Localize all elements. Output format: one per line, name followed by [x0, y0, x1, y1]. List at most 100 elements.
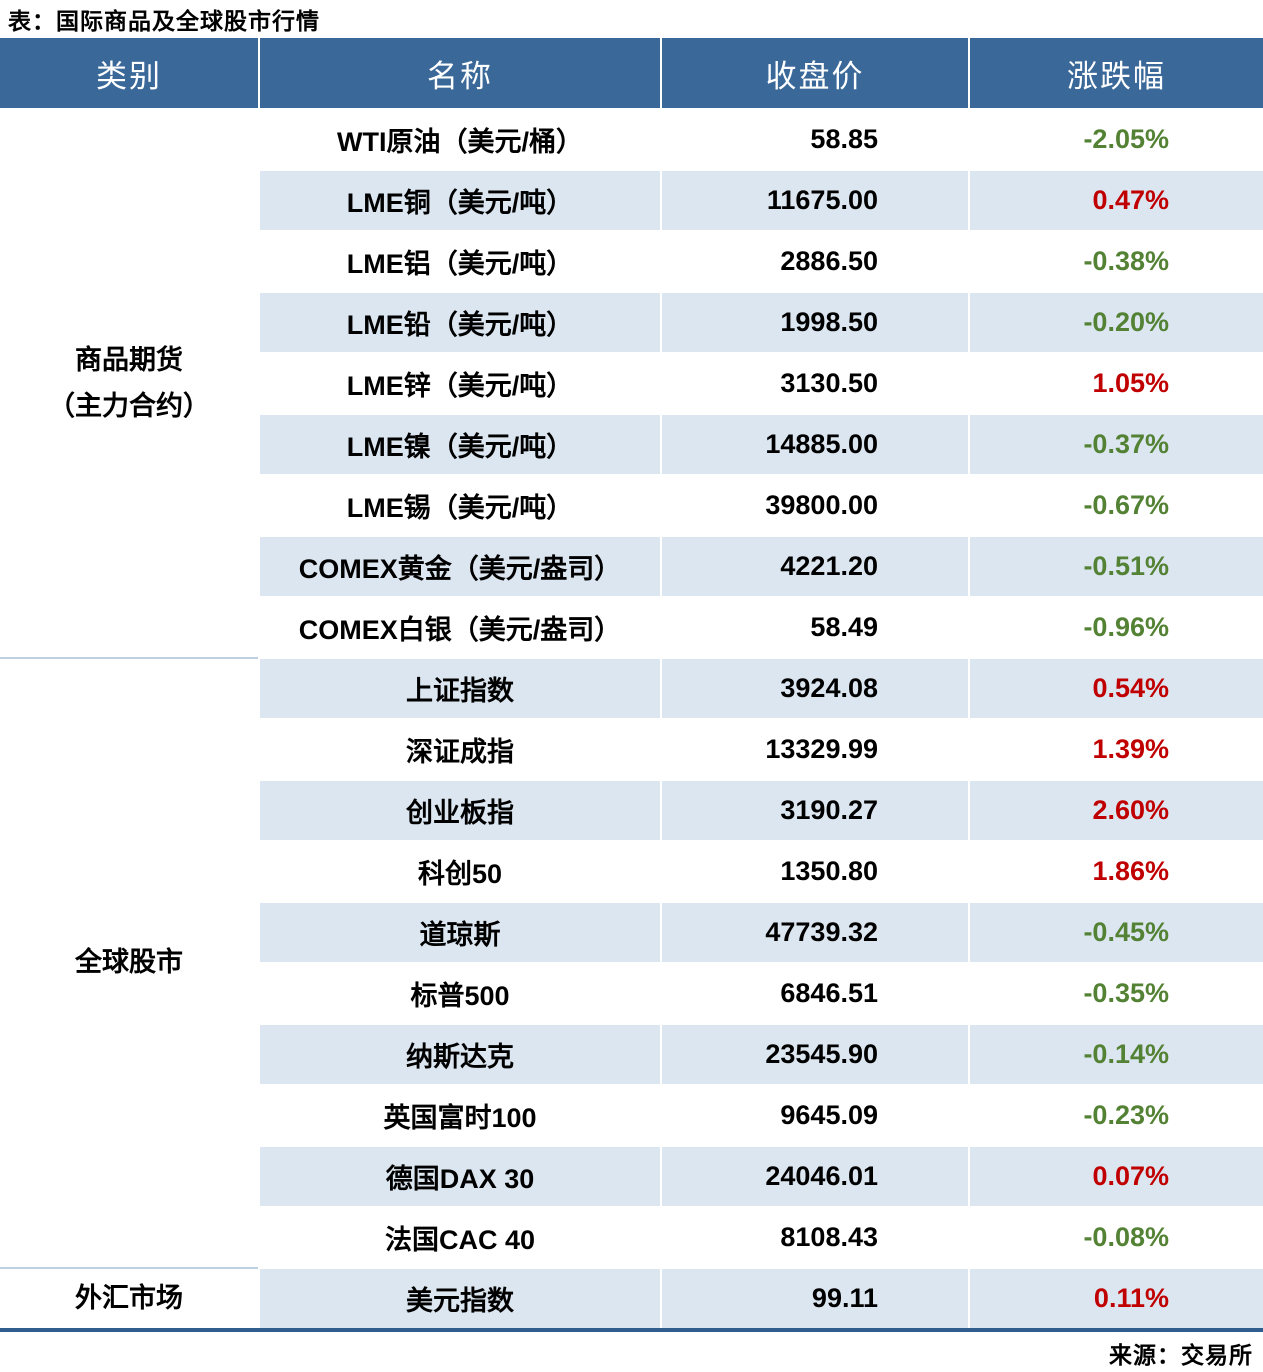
change-percent: 0.11%	[970, 1269, 1263, 1328]
close-price: 14885.00	[662, 415, 968, 474]
instrument-name: LME镍（美元/吨）	[260, 415, 660, 474]
table-row: COMEX黄金（美元/盎司） 4221.20 -0.51%	[260, 537, 1263, 596]
change-percent: -0.20%	[970, 293, 1263, 352]
close-price: 99.11	[662, 1269, 968, 1328]
instrument-name: 道琼斯	[260, 903, 660, 962]
close-price: 2886.50	[662, 232, 968, 291]
table-row: 上证指数 3924.08 0.54%	[260, 659, 1263, 718]
close-price: 11675.00	[662, 171, 968, 230]
change-percent: -2.05%	[970, 110, 1263, 169]
table-section: 外汇市场 美元指数 99.11 0.11%	[0, 1267, 1263, 1328]
change-percent: -0.37%	[970, 415, 1263, 474]
change-percent: -0.38%	[970, 232, 1263, 291]
instrument-name: 创业板指	[260, 781, 660, 840]
change-percent: -0.08%	[970, 1208, 1263, 1267]
close-price: 13329.99	[662, 720, 968, 779]
instrument-name: 法国CAC 40	[260, 1208, 660, 1267]
category-cell: 外汇市场	[0, 1267, 258, 1328]
change-percent: -0.51%	[970, 537, 1263, 596]
section-rows: 美元指数 99.11 0.11%	[260, 1269, 1263, 1328]
change-percent: -0.67%	[970, 476, 1263, 535]
instrument-name: 标普500	[260, 964, 660, 1023]
page-title: 表：国际商品及全球股市行情	[8, 8, 320, 34]
table-row: LME铅（美元/吨） 1998.50 -0.20%	[260, 293, 1263, 352]
table-header-row: 类别 名称 收盘价 涨跌幅	[0, 38, 1263, 108]
table-row: 法国CAC 40 8108.43 -0.08%	[260, 1208, 1263, 1267]
market-table: 类别 名称 收盘价 涨跌幅 商品期货 （主力合约） WTI原油（美元/桶） 58.8…	[0, 38, 1263, 1328]
close-price: 9645.09	[662, 1086, 968, 1145]
instrument-name: 科创50	[260, 842, 660, 901]
table-row: 道琼斯 47739.32 -0.45%	[260, 903, 1263, 962]
header-category: 类别	[0, 38, 258, 108]
instrument-name: 上证指数	[260, 659, 660, 718]
close-price: 1998.50	[662, 293, 968, 352]
instrument-name: 英国富时100	[260, 1086, 660, 1145]
category-cell: 商品期货 （主力合约）	[0, 110, 258, 657]
category-cell: 全球股市	[0, 657, 258, 1267]
instrument-name: LME铜（美元/吨）	[260, 171, 660, 230]
change-percent: 1.05%	[970, 354, 1263, 413]
table-section: 全球股市 上证指数 3924.08 0.54% 深证成指 13329.99 1.39% 创业板…	[0, 657, 1263, 1267]
instrument-name: 德国DAX 30	[260, 1147, 660, 1206]
section-rows: 上证指数 3924.08 0.54% 深证成指 13329.99 1.39% 创业板指 319…	[260, 659, 1263, 1267]
change-percent: 1.39%	[970, 720, 1263, 779]
table-row: 英国富时100 9645.09 -0.23%	[260, 1086, 1263, 1145]
table-row: COMEX白银（美元/盎司） 58.49 -0.96%	[260, 598, 1263, 657]
table-row: LME锡（美元/吨） 39800.00 -0.67%	[260, 476, 1263, 535]
close-price: 8108.43	[662, 1208, 968, 1267]
header-change: 涨跌幅	[970, 38, 1263, 108]
table-row: 标普500 6846.51 -0.35%	[260, 964, 1263, 1023]
change-percent: -0.96%	[970, 598, 1263, 657]
close-price: 47739.32	[662, 903, 968, 962]
close-price: 4221.20	[662, 537, 968, 596]
instrument-name: LME铝（美元/吨）	[260, 232, 660, 291]
instrument-name: COMEX白银（美元/盎司）	[260, 598, 660, 657]
close-price: 23545.90	[662, 1025, 968, 1084]
header-close: 收盘价	[662, 38, 968, 108]
close-price: 1350.80	[662, 842, 968, 901]
change-percent: 0.47%	[970, 171, 1263, 230]
change-percent: -0.35%	[970, 964, 1263, 1023]
change-percent: 0.54%	[970, 659, 1263, 718]
instrument-name: 美元指数	[260, 1269, 660, 1328]
instrument-name: WTI原油（美元/桶）	[260, 110, 660, 169]
change-percent: -0.23%	[970, 1086, 1263, 1145]
instrument-name: 纳斯达克	[260, 1025, 660, 1084]
change-percent: 1.86%	[970, 842, 1263, 901]
instrument-name: COMEX黄金（美元/盎司）	[260, 537, 660, 596]
table-section: 商品期货 （主力合约） WTI原油（美元/桶） 58.85 -2.05% LME铜（美元…	[0, 110, 1263, 657]
table-row: 科创50 1350.80 1.86%	[260, 842, 1263, 901]
table-row: LME镍（美元/吨） 14885.00 -0.37%	[260, 415, 1263, 474]
table-row: LME铝（美元/吨） 2886.50 -0.38%	[260, 232, 1263, 291]
table-row: 创业板指 3190.27 2.60%	[260, 781, 1263, 840]
close-price: 58.85	[662, 110, 968, 169]
close-price: 3190.27	[662, 781, 968, 840]
change-percent: -0.45%	[970, 903, 1263, 962]
close-price: 3130.50	[662, 354, 968, 413]
section-rows: WTI原油（美元/桶） 58.85 -2.05% LME铜（美元/吨） 11675.00…	[260, 110, 1263, 657]
close-price: 6846.51	[662, 964, 968, 1023]
table-body: 商品期货 （主力合约） WTI原油（美元/桶） 58.85 -2.05% LME铜（美元…	[0, 110, 1263, 1328]
instrument-name: 深证成指	[260, 720, 660, 779]
instrument-name: LME锡（美元/吨）	[260, 476, 660, 535]
close-price: 58.49	[662, 598, 968, 657]
close-price: 3924.08	[662, 659, 968, 718]
table-row: 德国DAX 30 24046.01 0.07%	[260, 1147, 1263, 1206]
table-row: LME铜（美元/吨） 11675.00 0.47%	[260, 171, 1263, 230]
table-row: 美元指数 99.11 0.11%	[260, 1269, 1263, 1328]
header-name: 名称	[260, 38, 660, 108]
close-price: 24046.01	[662, 1147, 968, 1206]
table-row: 深证成指 13329.99 1.39%	[260, 720, 1263, 779]
table-row: 纳斯达克 23545.90 -0.14%	[260, 1025, 1263, 1084]
close-price: 39800.00	[662, 476, 968, 535]
bottom-rule	[0, 1328, 1263, 1332]
table-row: LME锌（美元/吨） 3130.50 1.05%	[260, 354, 1263, 413]
instrument-name: LME铅（美元/吨）	[260, 293, 660, 352]
change-percent: 2.60%	[970, 781, 1263, 840]
change-percent: -0.14%	[970, 1025, 1263, 1084]
table-row: WTI原油（美元/桶） 58.85 -2.05%	[260, 110, 1263, 169]
source-note: 来源：交易所	[1109, 1342, 1253, 1368]
instrument-name: LME锌（美元/吨）	[260, 354, 660, 413]
change-percent: 0.07%	[970, 1147, 1263, 1206]
